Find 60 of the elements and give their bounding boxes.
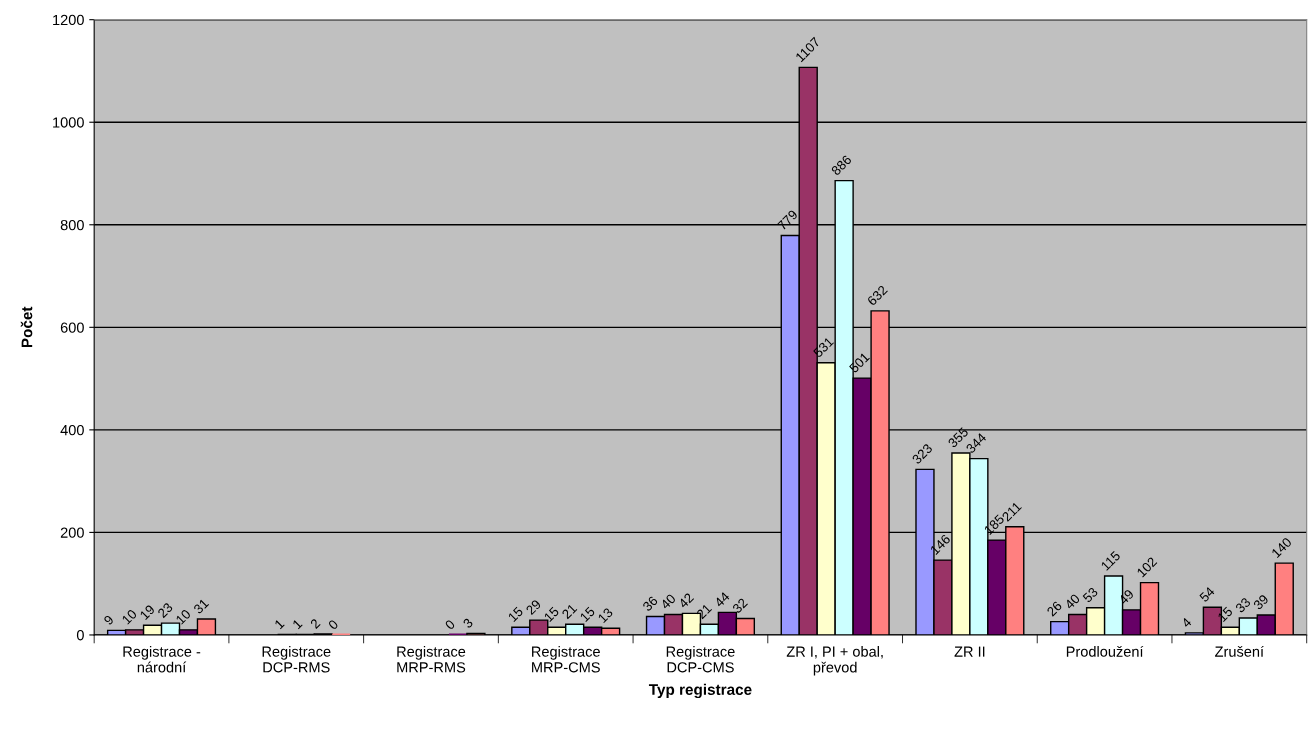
x-tick-label: Registrace - národní [123,646,201,673]
data-label: 15 [543,606,560,623]
data-label: 10 [121,608,138,625]
x-tick-label: Registrace MRP-CMS [532,646,600,673]
y-tick-label: 800 [60,219,84,231]
y-tick-label: 400 [60,424,84,436]
data-label: 39 [1252,594,1269,611]
data-label: 26 [1046,600,1063,617]
data-label: 36 [642,595,659,612]
data-label: 40 [1064,593,1081,610]
data-label: 4 [1180,617,1193,629]
data-label: 15 [579,606,596,623]
data-label: 632 [866,284,888,307]
data-label: 44 [713,591,731,608]
data-label: 23 [157,602,174,619]
y-tick-label: 600 [60,322,84,333]
data-label: 102 [1136,556,1158,578]
x-tick-label: ZR I, PI + obal, převod [786,646,883,676]
data-label: 1 [292,618,303,630]
data-label: 15 [1217,606,1234,623]
data-label: 19 [139,604,156,621]
data-label: 9 [103,614,115,626]
data-label: 0 [444,619,456,631]
data-label: 115 [1100,550,1121,571]
data-label: 40 [659,593,677,610]
data-label: 15 [507,606,524,623]
data-label: 29 [525,599,542,616]
y-tick-label: 1000 [53,117,84,128]
data-label: 21 [561,603,578,620]
data-label: 32 [731,597,749,614]
data-label: 146 [929,533,951,555]
data-label: 31 [192,598,210,615]
data-label: 13 [597,607,614,624]
data-label: 10 [175,608,192,625]
x-axis-title: Typ registrace [648,683,752,699]
x-tick-label: Registrace DCP-CMS [666,646,735,673]
data-label: 54 [1199,586,1216,603]
data-label: 0 [327,619,339,631]
data-label: 531 [812,336,835,358]
y-axis-title: Počet [20,306,33,348]
y-tick-label: 1200 [53,14,84,26]
data-label: 501 [848,351,870,374]
data-label: 21 [696,603,713,620]
data-label: 53 [1082,586,1099,603]
x-tick-label: ZR II [954,646,985,657]
data-label: 886 [830,154,853,176]
x-tick-label: Registrace DCP-RMS [262,646,331,673]
data-label: 33 [1234,597,1252,614]
data-label: 779 [776,209,799,231]
x-tick-label: Prodloužení [1066,645,1144,657]
y-tick-label: 200 [60,527,84,538]
data-label: 3 [462,617,474,629]
x-tick-label: Zrušení [1215,645,1264,657]
data-label: 42 [677,592,695,609]
x-tick-label: Registrace MRP-RMS [397,646,466,673]
data-label: 1 [274,618,285,630]
data-label: 140 [1271,536,1293,559]
y-tick-label: 0 [76,630,84,641]
data-label: 323 [911,443,933,465]
data-label: 2 [309,618,321,629]
